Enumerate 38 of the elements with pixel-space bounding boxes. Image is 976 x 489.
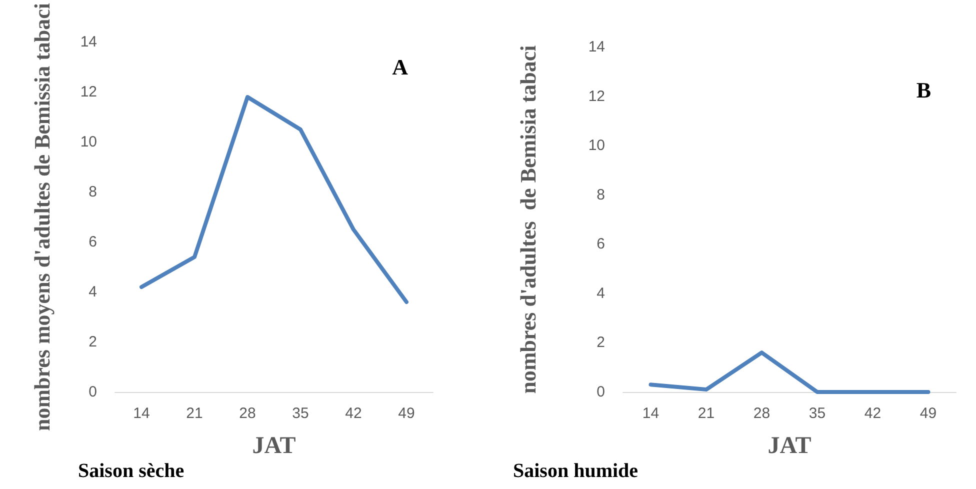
y-tick-label: 10 (80, 134, 97, 151)
x-tick-label: 42 (864, 405, 882, 422)
annotation: B (916, 78, 932, 102)
y-tick-label: 2 (88, 334, 97, 350)
text: Saison humide (513, 460, 638, 482)
y-tick-label: 14 (588, 38, 605, 56)
y-tick-label: 0 (88, 384, 97, 400)
x-tick-label: 21 (698, 405, 715, 422)
y-tick-label: 12 (588, 88, 605, 105)
y-tick-label: 4 (88, 284, 97, 301)
x-tick-label: 28 (753, 405, 770, 422)
y-tick-label: 14 (80, 34, 97, 51)
x-tick-label: 35 (808, 405, 826, 422)
x-tick-label: 21 (186, 405, 203, 422)
line-series (140, 95, 408, 304)
y-tick-label: 4 (596, 284, 605, 302)
x-tick-label: 28 (239, 405, 256, 422)
x-tick-label: 49 (920, 405, 937, 422)
y-tick-label: 6 (596, 236, 605, 253)
y-tick-label: 2 (596, 334, 605, 352)
y-tick-label: 10 (588, 137, 605, 154)
x-tick-label: 14 (642, 405, 660, 422)
x-axis-title: JAT (252, 433, 296, 459)
y-tick-label: 6 (88, 234, 97, 251)
y-tick-label: 0 (596, 384, 605, 400)
x-tick-label: 35 (292, 405, 309, 422)
y-tick-label: 12 (80, 84, 97, 101)
y-axis-title: nombres moyens d'adultes de Bemissia tabaci (30, 3, 54, 432)
x-axis-title: JAT (768, 433, 812, 459)
y-axis-title: nombres d'adultes de Bemisia tabaci (516, 45, 540, 394)
x-tick-label: 49 (398, 405, 415, 422)
y-tick-label: 8 (88, 184, 97, 201)
x-tick-label: 42 (345, 405, 362, 422)
y-tick-label: 8 (596, 186, 605, 204)
text: Saison sèche (78, 460, 184, 482)
x-tick-label: 14 (133, 405, 150, 422)
line-series (648, 350, 930, 394)
annotation: A (392, 54, 408, 80)
